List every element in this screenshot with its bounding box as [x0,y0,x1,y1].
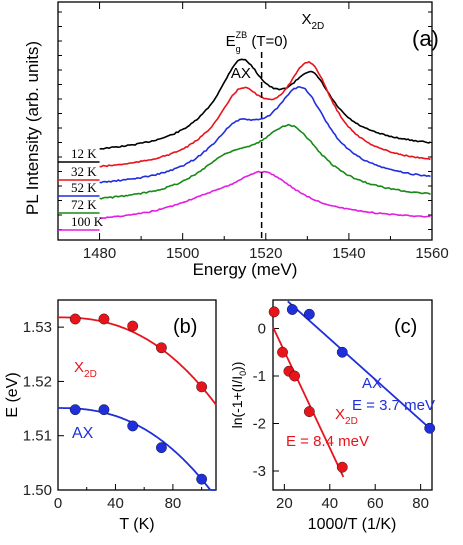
data-point [336,461,348,473]
ax-series-label-c: AX [362,375,382,392]
panel-b-frame [57,299,217,491]
temperature-label: 12 K [71,146,97,161]
data-point [69,313,81,325]
panel-a-ylabel: PL Intensity (arb. units) [23,41,42,215]
data-point [303,308,315,320]
data-point [289,370,300,382]
ax-activation-energy: E = 3.7 meV [352,397,435,414]
panel-a-ticks: 1480 1500 1520 1540 1560 [57,2,449,262]
spectrum-line [99,170,431,220]
panel-b-ticks: 0 40 80 1.50 1.51 1.52 1.53 [23,319,203,512]
panel-a-x-tick-label: 1520 [249,245,282,262]
temperature-labels: 12 K 32 K52 K 72 K 100 K [71,146,104,229]
ax-series-label: AX [72,425,94,442]
fit-line [287,300,432,430]
spectrum-line [99,123,431,200]
data-point [98,313,110,325]
panel-c-x-tick-label: 20 [276,495,293,512]
data-point [156,442,167,454]
temperature-label: 72 K [71,197,97,212]
data-point [98,404,110,416]
panel-c: 20 40 60 80 0 -1 -2 -3 (c) AX E = 3.7 meV X2D E… [229,299,436,533]
fit-curve [58,407,216,491]
temperature-label: 100 K [71,214,104,229]
panel-c-label: (c) [394,316,417,338]
panel-a-label: (a) [412,26,439,51]
data-point [69,404,81,416]
data-point [303,406,315,418]
panel-a-xlabel: Energy (meV) [193,260,298,279]
ax-peak-label: AX [231,65,251,82]
panel-c-x-tick-label: 60 [367,495,384,512]
x2d-activation-energy: E = 8.4 meV [286,433,369,450]
panel-c-data [268,300,436,478]
panel-c-y-tick-label: -1 [253,368,266,385]
data-point [127,320,139,332]
bandgap-label: EgZB (T=0) [226,30,288,54]
panel-b-y-tick-label: 1.50 [23,482,52,499]
panel-b-data [58,313,217,491]
panel-b-y-tick-label: 1.51 [23,428,52,445]
data-point [268,306,280,318]
panel-b-x-tick-label: 80 [165,495,182,512]
panel-c-y-tick-label: -2 [253,416,266,433]
panel-a-spectra [58,58,431,231]
panel-a-x-tick-label: 1500 [166,245,199,262]
data-point [196,381,208,393]
data-point [156,342,167,354]
panel-a-x-tick-label: 1480 [83,245,116,262]
fit-curve [58,316,217,406]
panel-b-label: (b) [173,316,197,338]
spectrum-line [99,60,431,168]
panel-c-xlabel: 1000/T (1/K) [308,516,397,533]
panel-b-y-tick-label: 1.53 [23,319,52,336]
panel-a-frame [57,1,433,241]
panel-c-x-tick-label: 40 [321,495,338,512]
temperature-label: 52 K [71,180,97,195]
data-point [424,422,436,434]
panel-c-frame [272,299,433,491]
panel-c-x-tick-label: 80 [412,495,429,512]
data-point [196,473,208,485]
panel-a: 1480 1500 1520 1540 1560 (a) AX X2D EgZB (T=… [23,1,449,279]
data-point [127,420,139,432]
panel-b: 0 40 80 1.50 1.51 1.52 1.53 (b) X2D AX T (K) E… [4,299,217,533]
data-point [277,346,288,358]
panel-b-ylabel: E (eV) [4,372,21,417]
x2d-peak-label: X2D [301,11,324,32]
x2d-series-label-c: X2D [335,406,358,427]
spectrum-line [99,58,431,150]
panel-b-y-tick-label: 1.52 [23,373,52,390]
panel-c-y-tick-label: 0 [258,321,266,338]
panel-c-ylabel: ln(-1+(I/I0)) [229,362,248,429]
panel-a-x-tick-label: 1540 [332,245,365,262]
panel-b-x-tick-label: 40 [107,495,124,512]
panel-c-ticks: 20 40 60 80 0 -1 -2 -3 [253,321,429,513]
spectrum-line [99,86,431,184]
panel-b-x-tick-label: 0 [54,495,62,512]
panel-b-xlabel: T (K) [119,516,154,533]
x2d-series-label: X2D [74,359,97,380]
panel-a-x-tick-label: 1560 [415,245,448,262]
data-point [336,346,348,358]
panel-c-y-tick-label: -3 [253,463,266,480]
data-point [286,304,298,315]
temperature-label: 32 K [71,164,97,179]
